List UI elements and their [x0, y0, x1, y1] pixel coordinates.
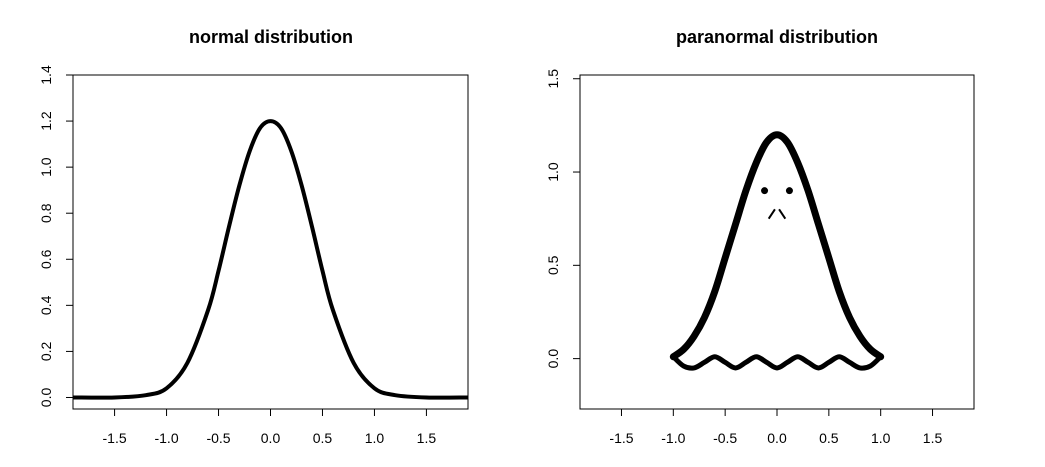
- x-tick-label: -1.5: [609, 430, 633, 446]
- x-tick-label: 0.5: [819, 430, 839, 446]
- y-tick-label: 0.0: [38, 388, 54, 408]
- x-tick-label: -0.5: [713, 430, 737, 446]
- ghost-eye-point: [761, 187, 769, 195]
- x-tick-label: -1.0: [661, 430, 685, 446]
- x-tick-label: 0.5: [313, 430, 333, 446]
- x-tick-label: 1.0: [365, 430, 385, 446]
- ghost-mouth-line: [778, 208, 787, 220]
- y-tick-label: 1.4: [38, 65, 54, 85]
- series-line: [73, 119, 468, 400]
- panel-paranormal-distribution: paranormal distribution -1.5 -1.0 -0.5 0.0 0…: [545, 27, 975, 446]
- x-tick-label: -0.5: [206, 430, 230, 446]
- y-tick-label: 0.2: [38, 341, 54, 361]
- y-tick-label: 0.4: [38, 295, 54, 315]
- y-tick-label: 0.5: [545, 255, 561, 275]
- x-tick-label: 1.0: [871, 430, 891, 446]
- plot-frame: [72, 74, 469, 410]
- y-tick-label: 1.0: [545, 162, 561, 182]
- y-tick-label: 0.6: [38, 249, 54, 269]
- x-tick-label: 0.0: [261, 430, 281, 446]
- plot-area: [73, 119, 468, 400]
- panel-normal-distribution: normal distribution -1.5 -1.0 -0.5 0.0 0.5 1.…: [38, 27, 469, 446]
- x-tick-label: 1.5: [923, 430, 943, 446]
- y-tick-label: 1.2: [38, 111, 54, 131]
- plot-area: [669, 131, 885, 371]
- ghost-body-line: [669, 131, 885, 361]
- y-tick-label: 1.0: [38, 157, 54, 177]
- y-tick-label: 1.5: [545, 69, 561, 89]
- chart-title: normal distribution: [189, 27, 353, 47]
- ghost-eye-point: [785, 187, 793, 195]
- x-tick-label: -1.0: [154, 430, 178, 446]
- y-tick-label: 0.8: [38, 203, 54, 223]
- chart-title: paranormal distribution: [676, 27, 878, 47]
- x-tick-label: -1.5: [103, 430, 127, 446]
- y-tick-label: 0.0: [545, 349, 561, 369]
- x-tick-label: 1.5: [417, 430, 437, 446]
- plot-frame: [579, 74, 975, 410]
- ghost-hem-line: [670, 354, 884, 371]
- ghost-mouth-line: [767, 208, 776, 220]
- x-tick-label: 0.0: [767, 430, 787, 446]
